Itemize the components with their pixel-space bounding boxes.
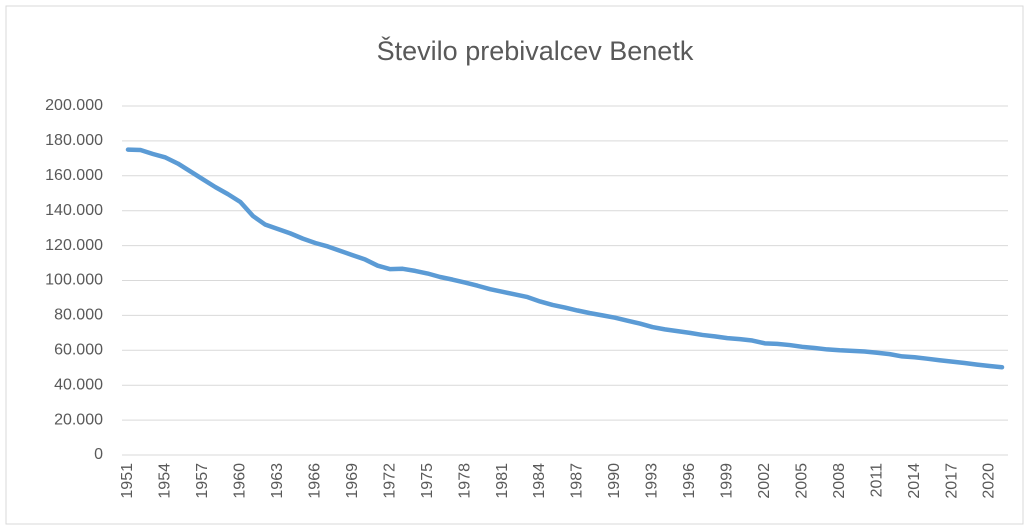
x-tick-label: 1993 [644, 463, 661, 499]
x-tick-label: 1987 [569, 463, 586, 499]
x-tick-label: 1975 [419, 463, 436, 499]
x-tick-label: 2005 [793, 463, 810, 499]
x-tick-label: 2008 [831, 463, 848, 499]
x-tick-label: 1996 [681, 463, 698, 499]
y-tick-label: 120.000 [45, 237, 103, 254]
y-tick-label: 160.000 [45, 167, 103, 184]
y-tick-label: 60.000 [54, 342, 103, 359]
x-tick-label: 2017 [943, 463, 960, 499]
line-series [125, 147, 1005, 370]
x-tick-label: 1978 [456, 463, 473, 499]
y-tick-label: 40.000 [54, 376, 103, 393]
x-tick-label: 1990 [606, 463, 623, 499]
x-tick-label: 1954 [157, 463, 174, 499]
x-tick-label: 1960 [232, 463, 249, 499]
y-tick-label: 0 [94, 446, 103, 463]
y-tick-label: 100.000 [45, 272, 103, 289]
x-tick-label: 1972 [381, 463, 398, 499]
x-tick-label: 2011 [868, 463, 885, 498]
x-tick-label: 2014 [906, 463, 923, 499]
y-tick-label: 140.000 [45, 202, 103, 219]
x-tick-label: 1969 [344, 463, 361, 499]
x-tick-label: 1963 [269, 463, 286, 499]
x-tick-label: 1966 [307, 463, 324, 499]
chart-title: Število prebivalcev Benetk [377, 35, 694, 66]
x-tick-label: 1957 [194, 463, 211, 499]
x-tick-label: 1999 [719, 463, 736, 499]
x-tick-label: 1981 [494, 463, 511, 499]
y-tick-label: 80.000 [54, 307, 103, 324]
y-tick-label: 200.000 [45, 97, 103, 114]
x-tick-label: 1951 [119, 463, 136, 499]
y-tick-label: 20.000 [54, 411, 103, 428]
x-tick-label: 2020 [981, 463, 998, 499]
x-tick-label: 2002 [756, 463, 773, 499]
chart-border [5, 5, 1024, 525]
x-tick-label: 1984 [531, 463, 548, 499]
y-tick-label: 180.000 [45, 132, 103, 149]
